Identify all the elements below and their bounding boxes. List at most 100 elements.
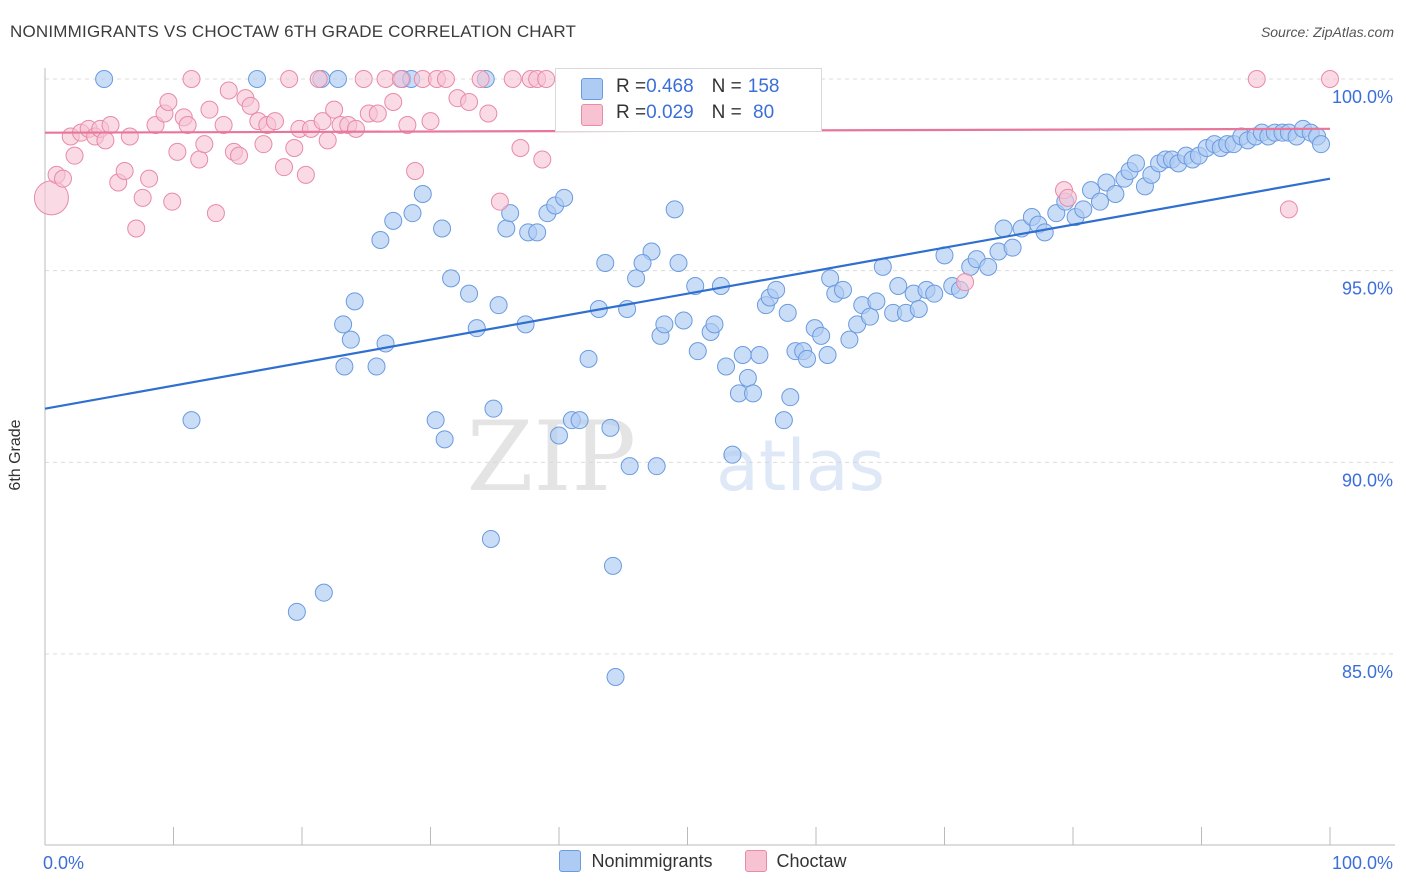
data-point-nonimmigrants [767,280,786,299]
data-point-choctaw [206,204,225,223]
data-point-choctaw [168,142,187,161]
data-point-nonimmigrants [435,430,454,449]
data-point-choctaw [65,146,84,165]
data-point-nonimmigrants [1126,154,1145,173]
data-point-choctaw [254,135,273,154]
data-point-choctaw [190,150,209,169]
data-point-nonimmigrants [579,349,598,368]
data-point-nonimmigrants [489,296,508,315]
y-axis-title: 6th Grade [7,419,24,491]
y-tick-label: 90.0% [1342,470,1393,490]
data-point-choctaw [398,116,417,134]
data-point-choctaw [266,112,285,131]
data-point-nonimmigrants [413,185,432,203]
stats-r-label: R = [616,102,647,123]
data-point-nonimmigrants [287,602,306,621]
data-point-choctaw [537,70,556,88]
data-point-nonimmigrants [633,254,652,272]
data-point-nonimmigrants [889,277,908,295]
data-point-nonimmigrants [994,219,1013,238]
watermark: ZIP atlas [467,401,885,513]
data-point-choctaw [368,104,387,123]
data-point-nonimmigrants [367,357,386,376]
data-point-choctaw [376,70,395,88]
data-point-nonimmigrants [647,457,666,476]
data-point-nonimmigrants [665,200,684,219]
data-point-choctaw [200,100,219,119]
data-point-nonimmigrants [812,326,831,345]
data-point-nonimmigrants [555,188,574,207]
data-point-choctaw [219,81,238,100]
stats-row-nonimmigrants: R = 0.468 N = 158 [581,76,780,100]
y-tick-label: 95.0% [1342,279,1393,299]
data-point-nonimmigrants [733,346,752,364]
stats-n-label: N = [711,102,742,123]
data-point-nonimmigrants [669,254,688,272]
data-point-choctaw [313,112,332,131]
data-point-nonimmigrants [345,292,364,311]
data-point-nonimmigrants [384,211,403,230]
stats-swatch-pink [581,104,603,126]
data-point-nonimmigrants [840,330,859,349]
data-point-nonimmigrants [1106,185,1125,203]
data-point-nonimmigrants [818,346,837,364]
data-point-nonimmigrants [335,357,354,376]
legend-item-nonimmigrants[interactable]: Nonimmigrants [559,850,713,872]
legend-label-choctaw: Choctaw [776,850,847,871]
data-point-nonimmigrants [334,315,353,334]
legend-item-choctaw[interactable]: Choctaw [744,850,847,872]
data-point-nonimmigrants [481,530,500,548]
data-point-choctaw [101,116,120,134]
series-choctaw [33,70,1339,292]
x-tick-label: 0.0% [43,853,84,873]
data-point-choctaw [471,70,490,88]
data-point-nonimmigrants [528,223,547,242]
data-point-choctaw [436,70,455,88]
stats-r-value: 0.029 [646,102,694,123]
data-point-nonimmigrants [686,277,705,295]
data-point-choctaw [346,119,365,138]
stats-n-value: 158 [747,76,780,97]
data-point-nonimmigrants [467,319,486,338]
data-point-choctaw [275,158,294,177]
data-point-choctaw [325,100,344,119]
data-point-nonimmigrants [314,583,333,602]
data-point-choctaw [309,70,328,88]
stats-r-label: R = [616,76,647,97]
data-point-nonimmigrants [603,556,622,575]
data-point-nonimmigrants [778,303,797,322]
data-point-choctaw [503,70,522,88]
data-point-choctaw [533,150,552,169]
stats-n-label: N = [711,76,742,97]
data-point-nonimmigrants [570,411,589,430]
data-point-nonimmigrants [781,388,800,407]
data-point-nonimmigrants [403,204,422,223]
data-point-nonimmigrants [601,418,620,437]
data-point-nonimmigrants [328,70,347,88]
data-point-choctaw [956,273,975,292]
data-point-nonimmigrants [460,284,479,303]
data-point-nonimmigrants [688,342,707,361]
data-point-nonimmigrants [371,231,390,249]
data-point-nonimmigrants [909,300,928,318]
data-point-choctaw [230,146,249,165]
data-point-nonimmigrants [738,369,757,387]
chart-source: Source: ZipAtlas.com [1260,24,1394,40]
data-point-nonimmigrants [484,399,503,418]
data-point-choctaw [120,127,139,146]
data-point-choctaw [241,96,260,115]
data-point-choctaw [318,131,337,150]
data-point-choctaw [163,192,182,211]
data-point-nonimmigrants [723,445,742,464]
data-point-nonimmigrants [833,280,852,299]
data-point-nonimmigrants [442,269,461,288]
data-point-nonimmigrants [426,411,445,430]
data-point-nonimmigrants [606,668,625,686]
data-point-choctaw [96,131,115,150]
data-point-nonimmigrants [750,346,769,364]
chart-title: NONIMMIGRANTS VS CHOCTAW 6TH GRADE CORRE… [10,22,577,41]
data-point-choctaw [421,112,440,131]
watermark-atlas: atlas [716,425,885,507]
data-point-choctaw [479,104,498,123]
data-point-nonimmigrants [627,269,646,288]
